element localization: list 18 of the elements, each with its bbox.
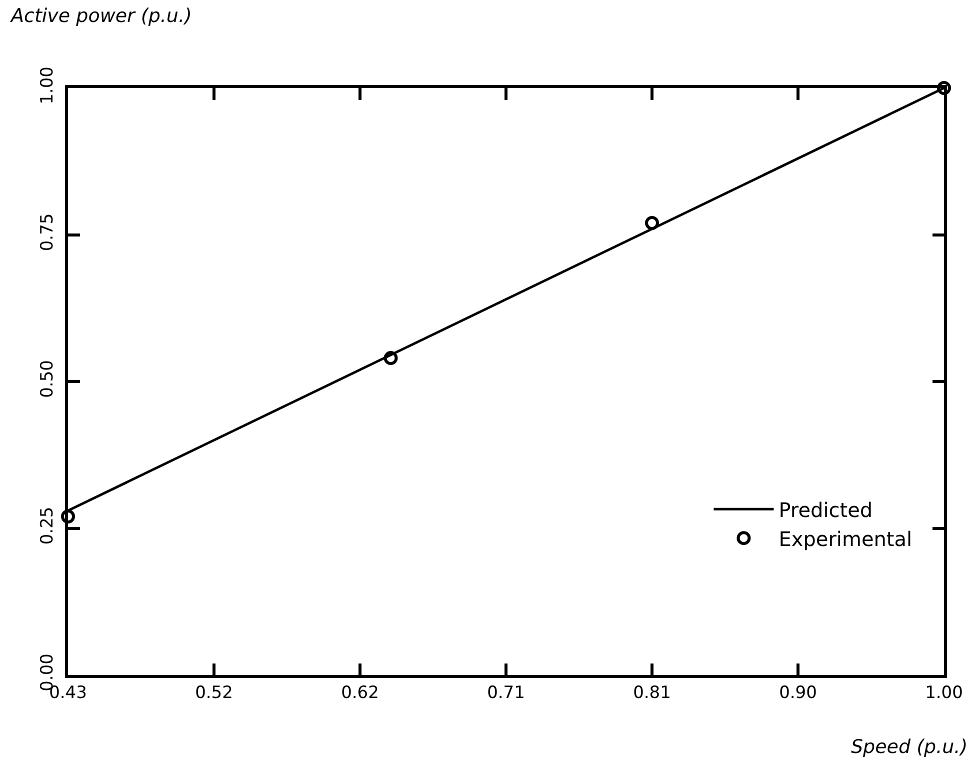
- y-tick-label: 0.50: [37, 360, 58, 398]
- x-tick-label: 0.81: [633, 683, 671, 704]
- x-axis-title: Speed (p.u.): [851, 736, 968, 758]
- x-tick-label: 0.90: [779, 683, 817, 704]
- x-tick-label: 1.00: [925, 683, 963, 704]
- point: [61, 510, 75, 524]
- legend-label: Predicted: [778, 498, 873, 522]
- y-tick-label: 0.75: [37, 213, 58, 252]
- y-tick-label: 1.00: [37, 66, 58, 104]
- point: [645, 216, 659, 230]
- point: [937, 81, 951, 95]
- x-tick-label: 0.62: [341, 683, 379, 704]
- point: [384, 351, 398, 366]
- y-axis-title: Active power (p.u.): [9, 5, 192, 27]
- legend-label: Experimental: [778, 526, 912, 551]
- x-tick-label: 0.71: [487, 683, 525, 704]
- y-tick-label: 0.25: [37, 506, 58, 545]
- x-tick-label: 0.52: [195, 683, 233, 704]
